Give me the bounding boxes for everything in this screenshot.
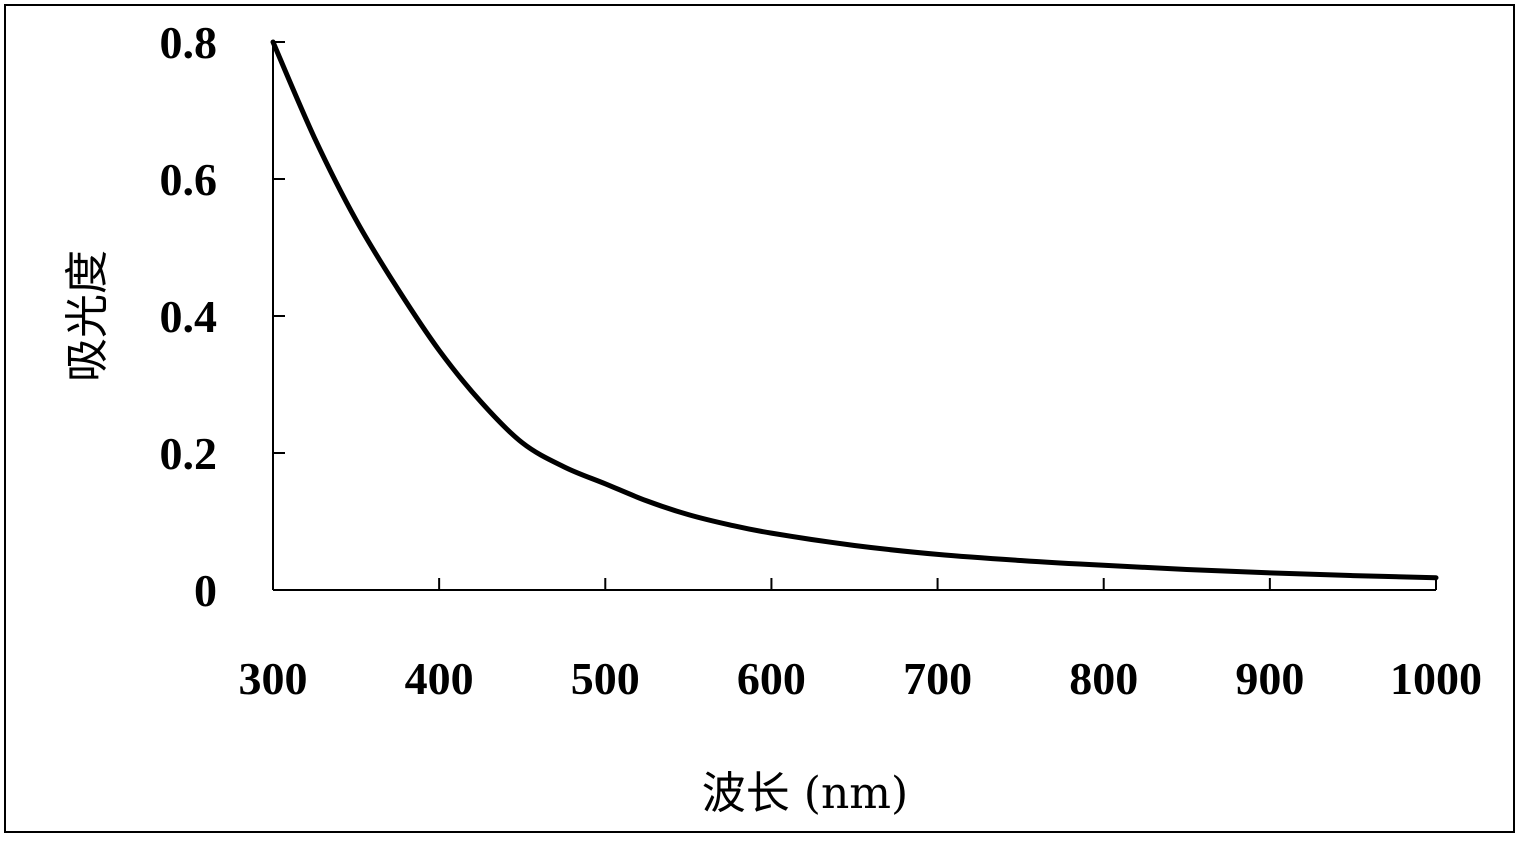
y-tick-label: 0.8 <box>160 17 218 68</box>
axes <box>272 42 1436 591</box>
y-tick-label: 0.2 <box>160 428 218 479</box>
y-tick-label: 0.6 <box>160 154 218 205</box>
x-tick-label: 900 <box>1235 653 1304 704</box>
y-tick-label: 0.4 <box>160 291 218 342</box>
tick-labels: 0 0.2 0.4 0.6 0.8 300 400 500 600 700 800 900 1000 <box>160 17 1483 704</box>
y-axis-title: 吸光度 <box>62 250 113 382</box>
x-tick-label: 500 <box>571 653 640 704</box>
x-tick-label: 300 <box>239 653 308 704</box>
ticks <box>272 41 1437 591</box>
x-tick-label: 1000 <box>1390 653 1482 704</box>
x-tick-label: 700 <box>903 653 972 704</box>
absorbance-series-line <box>270 39 1439 581</box>
y-tick-label: 0 <box>194 565 217 616</box>
x-axis-title: 波长 (nm) <box>702 768 908 819</box>
x-tick-label: 600 <box>737 653 806 704</box>
series-layer <box>270 39 1439 581</box>
x-tick-label: 400 <box>405 653 474 704</box>
chart-frame <box>4 4 1515 833</box>
x-tick-label: 800 <box>1069 653 1138 704</box>
